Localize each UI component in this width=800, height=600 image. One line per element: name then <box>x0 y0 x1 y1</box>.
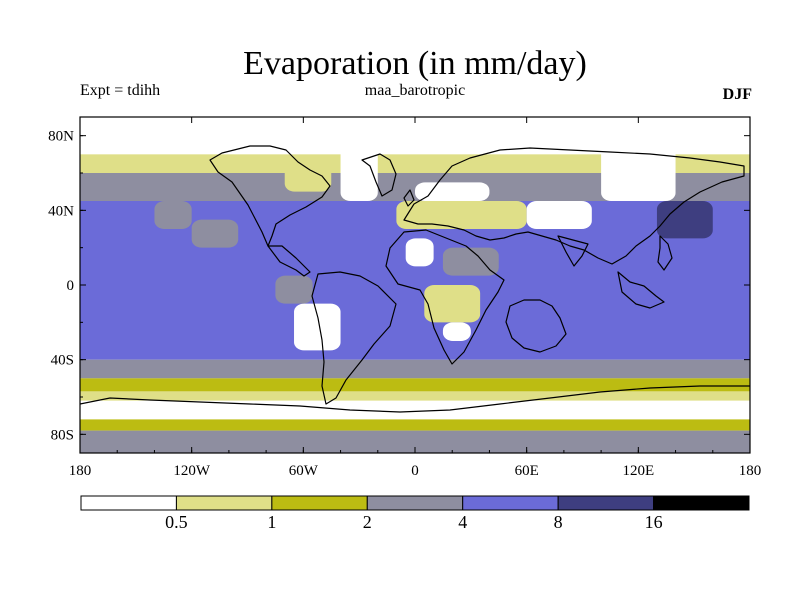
x-tick-label: 60W <box>289 463 319 479</box>
zonal-band <box>80 154 750 173</box>
y-tick-label: 40N <box>48 203 74 219</box>
coastlines <box>80 145 750 413</box>
coastline-north-america <box>209 145 331 247</box>
colorbar-label: 4 <box>458 512 467 532</box>
experiment-label: Expt = tdihh <box>80 82 161 99</box>
colorbar-swatch <box>271 495 368 511</box>
coastline-antarctica <box>80 385 750 413</box>
coastline-eurasia <box>403 147 745 265</box>
evaporation-field <box>80 117 750 453</box>
region-patch <box>601 145 676 201</box>
coastline-central-america <box>267 245 311 277</box>
colorbar-swatch <box>175 495 273 511</box>
region-patch <box>415 182 490 201</box>
colorbar-swatch <box>653 495 750 511</box>
region-patch <box>405 238 434 267</box>
y-tick-label: 0 <box>67 278 75 294</box>
colorbar-swatch <box>80 495 177 511</box>
zonal-band <box>80 419 750 431</box>
colorbar-label: 8 <box>554 512 563 532</box>
region-patch <box>284 163 332 192</box>
coastline-se-asia-islands <box>617 271 665 309</box>
coastline-britain <box>403 189 415 207</box>
region-patch <box>526 201 592 229</box>
colorbar: 0.5 1 2 4 8 16 <box>80 495 750 532</box>
season-label: DJF <box>722 86 752 103</box>
y-tick-label: 40S <box>51 353 74 369</box>
chart-title: Evaporation (in mm/day) <box>243 45 587 82</box>
colorbar-label: 0.5 <box>165 512 188 532</box>
x-tick-label: 60E <box>515 463 539 479</box>
x-tick-label: 180 <box>69 463 92 479</box>
region-patch <box>424 285 481 323</box>
region-patch <box>294 303 341 351</box>
region-patch <box>275 275 313 304</box>
region-patch <box>396 201 527 229</box>
colorbar-swatch <box>462 495 559 511</box>
colorbar-swatch <box>557 495 655 511</box>
x-tick-label: 120W <box>173 463 211 479</box>
coastline-africa <box>385 229 505 365</box>
coastline-india <box>557 235 589 267</box>
zonal-band <box>80 391 750 401</box>
run-name-label: maa_barotropic <box>364 82 466 99</box>
region-patch <box>442 247 499 276</box>
zonal-band <box>80 400 750 420</box>
x-tick-label: 0 <box>411 463 419 479</box>
y-tick-label: 80S <box>51 427 74 443</box>
region-patch <box>656 201 713 239</box>
region-patch <box>442 322 471 341</box>
region-patch <box>154 201 192 229</box>
coastline-greenland <box>361 153 397 197</box>
coastline-japan <box>657 235 673 271</box>
y-tick-label: 80N <box>48 129 74 145</box>
colorbar-label: 16 <box>645 512 663 532</box>
colorbar-label: 2 <box>363 512 372 532</box>
zonal-band <box>80 378 750 392</box>
region-patch <box>340 117 378 201</box>
coastline-australia <box>505 299 567 353</box>
axes: 180 120W 60W 0 60E 120E 180 80N 40N 0 40S 80S <box>48 116 762 479</box>
x-tick-label: 180 <box>739 463 762 479</box>
zonal-band <box>80 430 750 453</box>
coastline-south-america <box>311 271 397 405</box>
colorbar-label: 1 <box>267 512 276 532</box>
zonal-band <box>80 359 750 379</box>
colorbar-swatch <box>366 495 464 511</box>
region-patch <box>191 219 239 248</box>
x-tick-label: 120E <box>622 463 654 479</box>
